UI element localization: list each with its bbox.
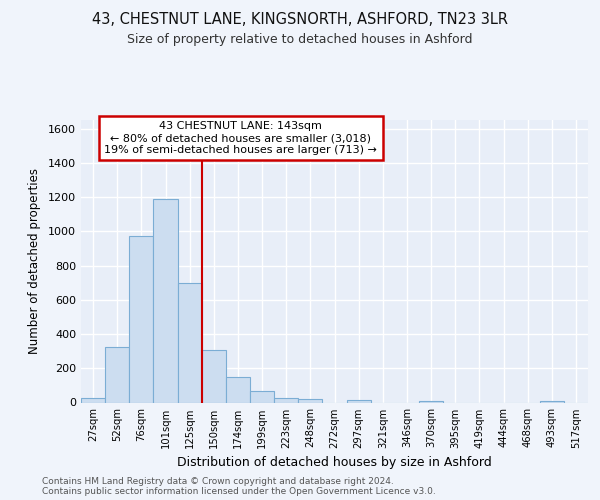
Bar [419,401,443,402]
Bar [129,236,154,402]
Text: 43, CHESTNUT LANE, KINGSNORTH, ASHFORD, TN23 3LR: 43, CHESTNUT LANE, KINGSNORTH, ASHFORD, … [92,12,508,28]
Bar [178,282,202,403]
Y-axis label: Number of detached properties: Number of detached properties [28,168,41,354]
Bar [347,400,371,402]
Bar [154,199,178,402]
Text: Contains HM Land Registry data © Crown copyright and database right 2024.: Contains HM Land Registry data © Crown c… [42,477,394,486]
Bar [298,400,322,402]
Bar [105,347,129,403]
X-axis label: Distribution of detached houses by size in Ashford: Distribution of detached houses by size … [177,456,492,469]
Text: 43 CHESTNUT LANE: 143sqm
← 80% of detached houses are smaller (3,018)
19% of sem: 43 CHESTNUT LANE: 143sqm ← 80% of detach… [104,122,377,154]
Bar [250,392,274,402]
Bar [274,398,298,402]
Text: Contains public sector information licensed under the Open Government Licence v3: Contains public sector information licen… [42,487,436,496]
Bar [540,401,564,402]
Bar [226,377,250,402]
Bar [81,398,105,402]
Bar [202,350,226,403]
Text: Size of property relative to detached houses in Ashford: Size of property relative to detached ho… [127,32,473,46]
